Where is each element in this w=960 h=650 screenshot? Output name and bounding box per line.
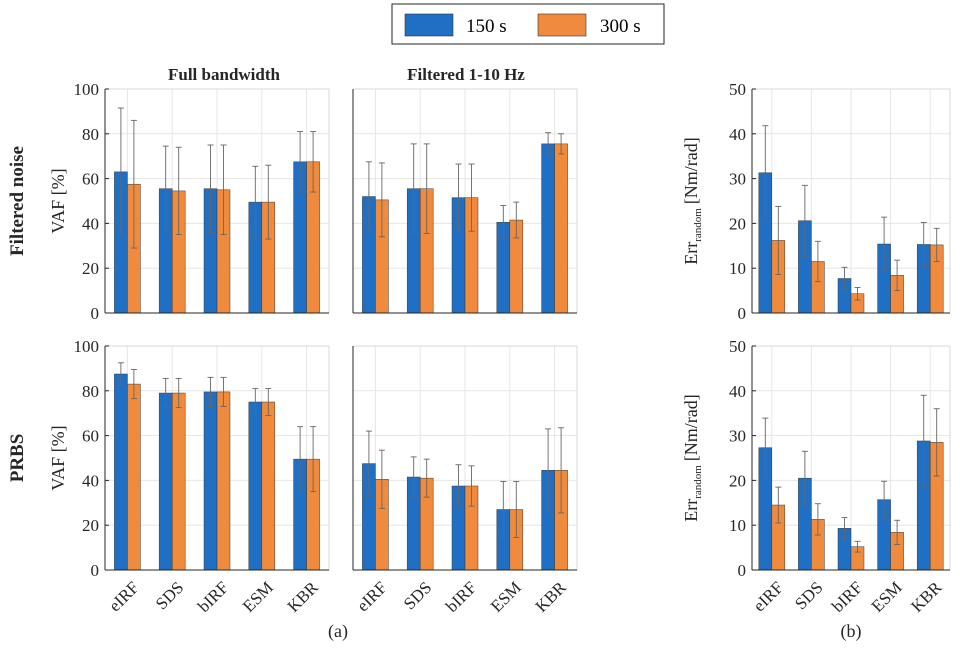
y-tick-label: 60 <box>82 170 99 189</box>
column-title-full-bandwidth: Full bandwidth <box>168 65 281 84</box>
legend-swatch-150s <box>404 13 454 37</box>
bar-kbr-300s <box>554 143 568 314</box>
x-tick-label-sds: SDS <box>791 578 826 613</box>
y-tick-label: 80 <box>82 382 99 401</box>
bar-sds-150s <box>158 392 173 571</box>
x-tick-label-kbr: KBR <box>532 577 571 616</box>
y-tick-label: 10 <box>729 259 746 278</box>
legend: 150 s 300 s <box>391 3 665 45</box>
panel-prbs-err: 0 10 20 30 40 50 eIRF SDS bIRF ESM KBR <box>729 337 951 616</box>
y-tick-label: 20 <box>729 214 746 233</box>
x-tick-label-birf: bIRF <box>194 578 232 616</box>
x-tick-label-esm: ESM <box>487 578 525 616</box>
ylabel-err-sub-top: random <box>692 208 704 242</box>
ylabel-err-bottom: Errrandom [Nm/rad] <box>681 394 704 522</box>
bar-eirf-150s <box>114 373 128 571</box>
x-tick-label-eirf: eIRF <box>353 578 390 615</box>
y-tick-label: 80 <box>82 125 99 144</box>
ylabel-err-top: Errrandom [Nm/rad] <box>681 137 704 265</box>
ylabel-vaf-bottom: VAF [%] <box>48 425 68 490</box>
y-tick-label: 50 <box>729 80 746 99</box>
bar-sds-300s <box>171 392 186 571</box>
panel-noise-full: 0 20 40 60 80 100 <box>74 80 330 323</box>
x-tick-label-kbr: KBR <box>907 577 946 616</box>
ylabel-err-main-bottom: Err <box>681 499 701 522</box>
bar-eirf-300s <box>127 383 141 571</box>
x-tick-label-birf: bIRF <box>828 578 866 616</box>
bar-esm-150s <box>248 401 263 571</box>
y-tick-label: 0 <box>91 561 100 580</box>
x-tick-label-esm: ESM <box>868 578 906 616</box>
legend-swatch-300s <box>537 13 587 37</box>
y-tick-label: 0 <box>738 561 747 580</box>
panel-noise-filt <box>352 88 578 314</box>
bar-birf-300s <box>216 391 231 571</box>
bar-esm-300s <box>261 401 276 571</box>
x-tick-label-birf: bIRF <box>442 578 480 616</box>
x-tick-label-eirf: eIRF <box>750 578 787 615</box>
y-tick-label: 20 <box>729 471 746 490</box>
y-tick-label: 40 <box>82 214 99 233</box>
y-tick-label: 60 <box>82 427 99 446</box>
y-tick-label: 0 <box>91 304 100 323</box>
x-tick-label-eirf: eIRF <box>105 578 142 615</box>
y-tick-label: 20 <box>82 259 99 278</box>
ylabel-vaf-top: VAF [%] <box>48 168 68 233</box>
y-tick-label: 40 <box>82 471 99 490</box>
x-tick-label-sds: SDS <box>400 578 435 613</box>
panel-prbs-filt: eIRF SDS bIRF ESM KBR <box>352 345 578 616</box>
panel-prbs-full: 0 20 40 60 80 100 eIRF SDS bIRF ESM KBR <box>74 337 330 616</box>
y-tick-label: 100 <box>74 337 100 356</box>
x-tick-label-kbr: KBR <box>284 577 323 616</box>
y-tick-label: 40 <box>729 382 746 401</box>
y-tick-label: 40 <box>729 125 746 144</box>
y-tick-label: 30 <box>729 170 746 189</box>
y-tick-label: 10 <box>729 516 746 535</box>
ylabel-err-main-top: Err <box>681 242 701 265</box>
y-tick-label: 0 <box>738 304 747 323</box>
x-tick-label-sds: SDS <box>152 578 187 613</box>
y-tick-label: 20 <box>82 516 99 535</box>
row-title-filtered-noise: Filtered noise <box>7 146 28 256</box>
caption-b: (b) <box>841 621 862 642</box>
legend-label-150s: 150 s <box>466 16 507 37</box>
ylabel-err-unit-bottom: [Nm/rad] <box>681 394 701 461</box>
x-tick-label-esm: ESM <box>239 578 277 616</box>
row-title-prbs: PRBS <box>7 434 28 483</box>
panel-noise-err: 0 10 20 30 40 50 <box>729 80 951 323</box>
legend-label-300s: 300 s <box>600 16 641 37</box>
ylabel-err-sub-bottom: random <box>692 465 704 499</box>
y-tick-label: 30 <box>729 427 746 446</box>
bar-kbr-150s <box>541 143 555 314</box>
y-tick-label: 100 <box>74 80 100 99</box>
caption-a: (a) <box>328 621 348 642</box>
column-title-filtered: Filtered 1-10 Hz <box>407 65 525 84</box>
ylabel-err-unit-top: [Nm/rad] <box>681 137 701 204</box>
y-tick-label: 50 <box>729 337 746 356</box>
bar-birf-150s <box>203 391 218 571</box>
